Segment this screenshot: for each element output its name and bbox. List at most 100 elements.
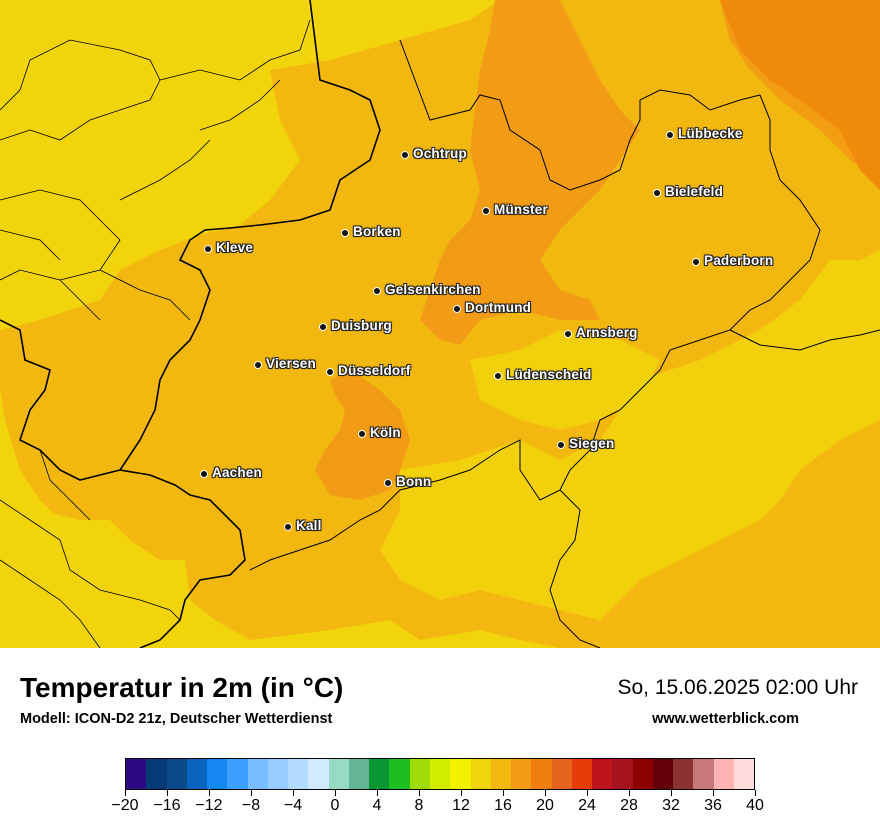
map-footer: Temperatur in 2m (in °C) Modell: ICON-D2… xyxy=(0,648,880,830)
temperature-map: Lübbecke Ochtrup Bielefeld Münster Borke… xyxy=(0,0,880,648)
colorbar-segment xyxy=(531,759,552,789)
city-label: Düsseldorf xyxy=(338,363,411,378)
city-label: Arnsberg xyxy=(576,325,638,340)
colorbar-segment xyxy=(166,759,187,789)
map-title: Temperatur in 2m (in °C) xyxy=(20,672,344,703)
colorbar-tick-mark xyxy=(419,790,420,796)
city-label: Siegen xyxy=(569,436,615,451)
state-border xyxy=(249,39,821,571)
colorbar-segment xyxy=(267,759,289,789)
state-border-east xyxy=(729,329,880,351)
colorbar-segment xyxy=(713,759,734,789)
colorbar-tick-label: 0 xyxy=(330,797,340,814)
city-marker xyxy=(200,470,208,478)
colorbar-segment xyxy=(470,759,491,789)
model-info: Modell: ICON-D2 21z, Deutscher Wetterdie… xyxy=(20,711,333,727)
city-marker xyxy=(692,258,700,266)
colorbar-tick-mark xyxy=(629,790,630,796)
colorbar-tick-label: 36 xyxy=(704,797,722,814)
colorbar-tick-label: −20 xyxy=(111,797,139,814)
colorbar-segment xyxy=(146,759,167,789)
colorbar-segment xyxy=(551,759,572,789)
colorbar-segment xyxy=(207,759,228,789)
colorbar-tick-label: 16 xyxy=(494,797,512,814)
colorbar-tick-mark xyxy=(713,790,714,796)
city-label: Paderborn xyxy=(704,253,774,268)
colorbar-segment xyxy=(693,759,714,789)
city-marker xyxy=(494,372,502,380)
city-marker xyxy=(384,479,392,487)
city-marker xyxy=(254,361,262,369)
city-label: Aachen xyxy=(212,465,262,480)
colorbar-tick-label: 20 xyxy=(536,797,554,814)
city-marker xyxy=(341,229,349,237)
colorbar-segment xyxy=(733,759,755,789)
colorbar-segment xyxy=(673,759,694,789)
city-marker xyxy=(204,245,212,253)
city-marker xyxy=(319,323,327,331)
state-border-south xyxy=(549,489,601,648)
colorbar-tick-label: −8 xyxy=(241,797,261,814)
colorbar-tick-label: −12 xyxy=(195,797,223,814)
colorbar-tick-mark xyxy=(755,790,756,796)
colorbar-tick-label: 24 xyxy=(578,797,596,814)
city-marker xyxy=(401,151,409,159)
city-marker xyxy=(373,287,381,295)
colorbar-tick-label: 8 xyxy=(414,797,424,814)
temp-area-14-16-west xyxy=(0,0,280,250)
city-label: Duisburg xyxy=(331,318,392,333)
colorbar-tick-label: 12 xyxy=(452,797,470,814)
colorbar-tick-mark xyxy=(167,790,168,796)
temperature-colorbar xyxy=(125,758,755,790)
city-label: Viersen xyxy=(266,356,316,371)
city-label: Borken xyxy=(353,224,401,239)
country-border xyxy=(118,0,381,648)
colorbar-tick-mark xyxy=(125,790,126,796)
city-label: Lüdenscheid xyxy=(506,367,592,382)
colorbar-segment xyxy=(612,759,633,789)
city-label: Bielefeld xyxy=(665,184,724,199)
colorbar-tick-mark xyxy=(335,790,336,796)
colorbar-tick-mark xyxy=(671,790,672,796)
city-marker xyxy=(666,131,674,139)
city-label: Lübbecke xyxy=(678,126,743,141)
colorbar-tick-mark xyxy=(545,790,546,796)
colorbar-tick-mark xyxy=(503,790,504,796)
temp-area-18-20-muenster xyxy=(420,0,640,345)
city-marker xyxy=(326,368,334,376)
city-marker xyxy=(482,207,490,215)
colorbar-segment xyxy=(308,759,329,789)
city-label: Gelsenkirchen xyxy=(385,282,481,297)
colorbar-segment xyxy=(227,759,248,789)
colorbar-tick-mark xyxy=(461,790,462,796)
city-marker xyxy=(284,523,292,531)
city-label: Ochtrup xyxy=(413,146,467,161)
colorbar-segment xyxy=(632,759,653,789)
colorbar-tick-label: 28 xyxy=(620,797,638,814)
temp-area-14-16-sauerland xyxy=(470,330,660,430)
city-marker xyxy=(564,330,572,338)
colorbar-segment xyxy=(369,759,390,789)
city-marker xyxy=(453,305,461,313)
colorbar-tick-mark xyxy=(209,790,210,796)
colorbar-tick-mark xyxy=(251,790,252,796)
region-border-nl xyxy=(0,19,311,321)
colorbar-tick-label: 32 xyxy=(662,797,680,814)
colorbar-segment xyxy=(288,759,309,789)
city-label: Münster xyxy=(494,202,548,217)
colorbar-segment xyxy=(490,759,512,789)
colorbar-tick-label: −4 xyxy=(283,797,303,814)
region-border-be xyxy=(0,449,181,648)
website-link[interactable]: www.wetterblick.com xyxy=(652,711,799,727)
colorbar-segment xyxy=(186,759,208,789)
temp-area-20-22-northeast xyxy=(720,0,880,190)
city-marker xyxy=(358,430,366,438)
city-label: Kall xyxy=(296,518,322,533)
colorbar-tick-label: 40 xyxy=(746,797,764,814)
colorbar-tick-mark xyxy=(587,790,588,796)
temp-area-14-16-southwest xyxy=(0,500,200,648)
forecast-datetime: So, 15.06.2025 02:00 Uhr xyxy=(617,676,858,699)
country-border-nl-be xyxy=(0,319,121,481)
colorbar-ticks: −20 −16 −12 −8 −4 0 4 8 12 16 20 24 28 32 36 40 xyxy=(111,790,764,830)
city-marker xyxy=(557,441,565,449)
